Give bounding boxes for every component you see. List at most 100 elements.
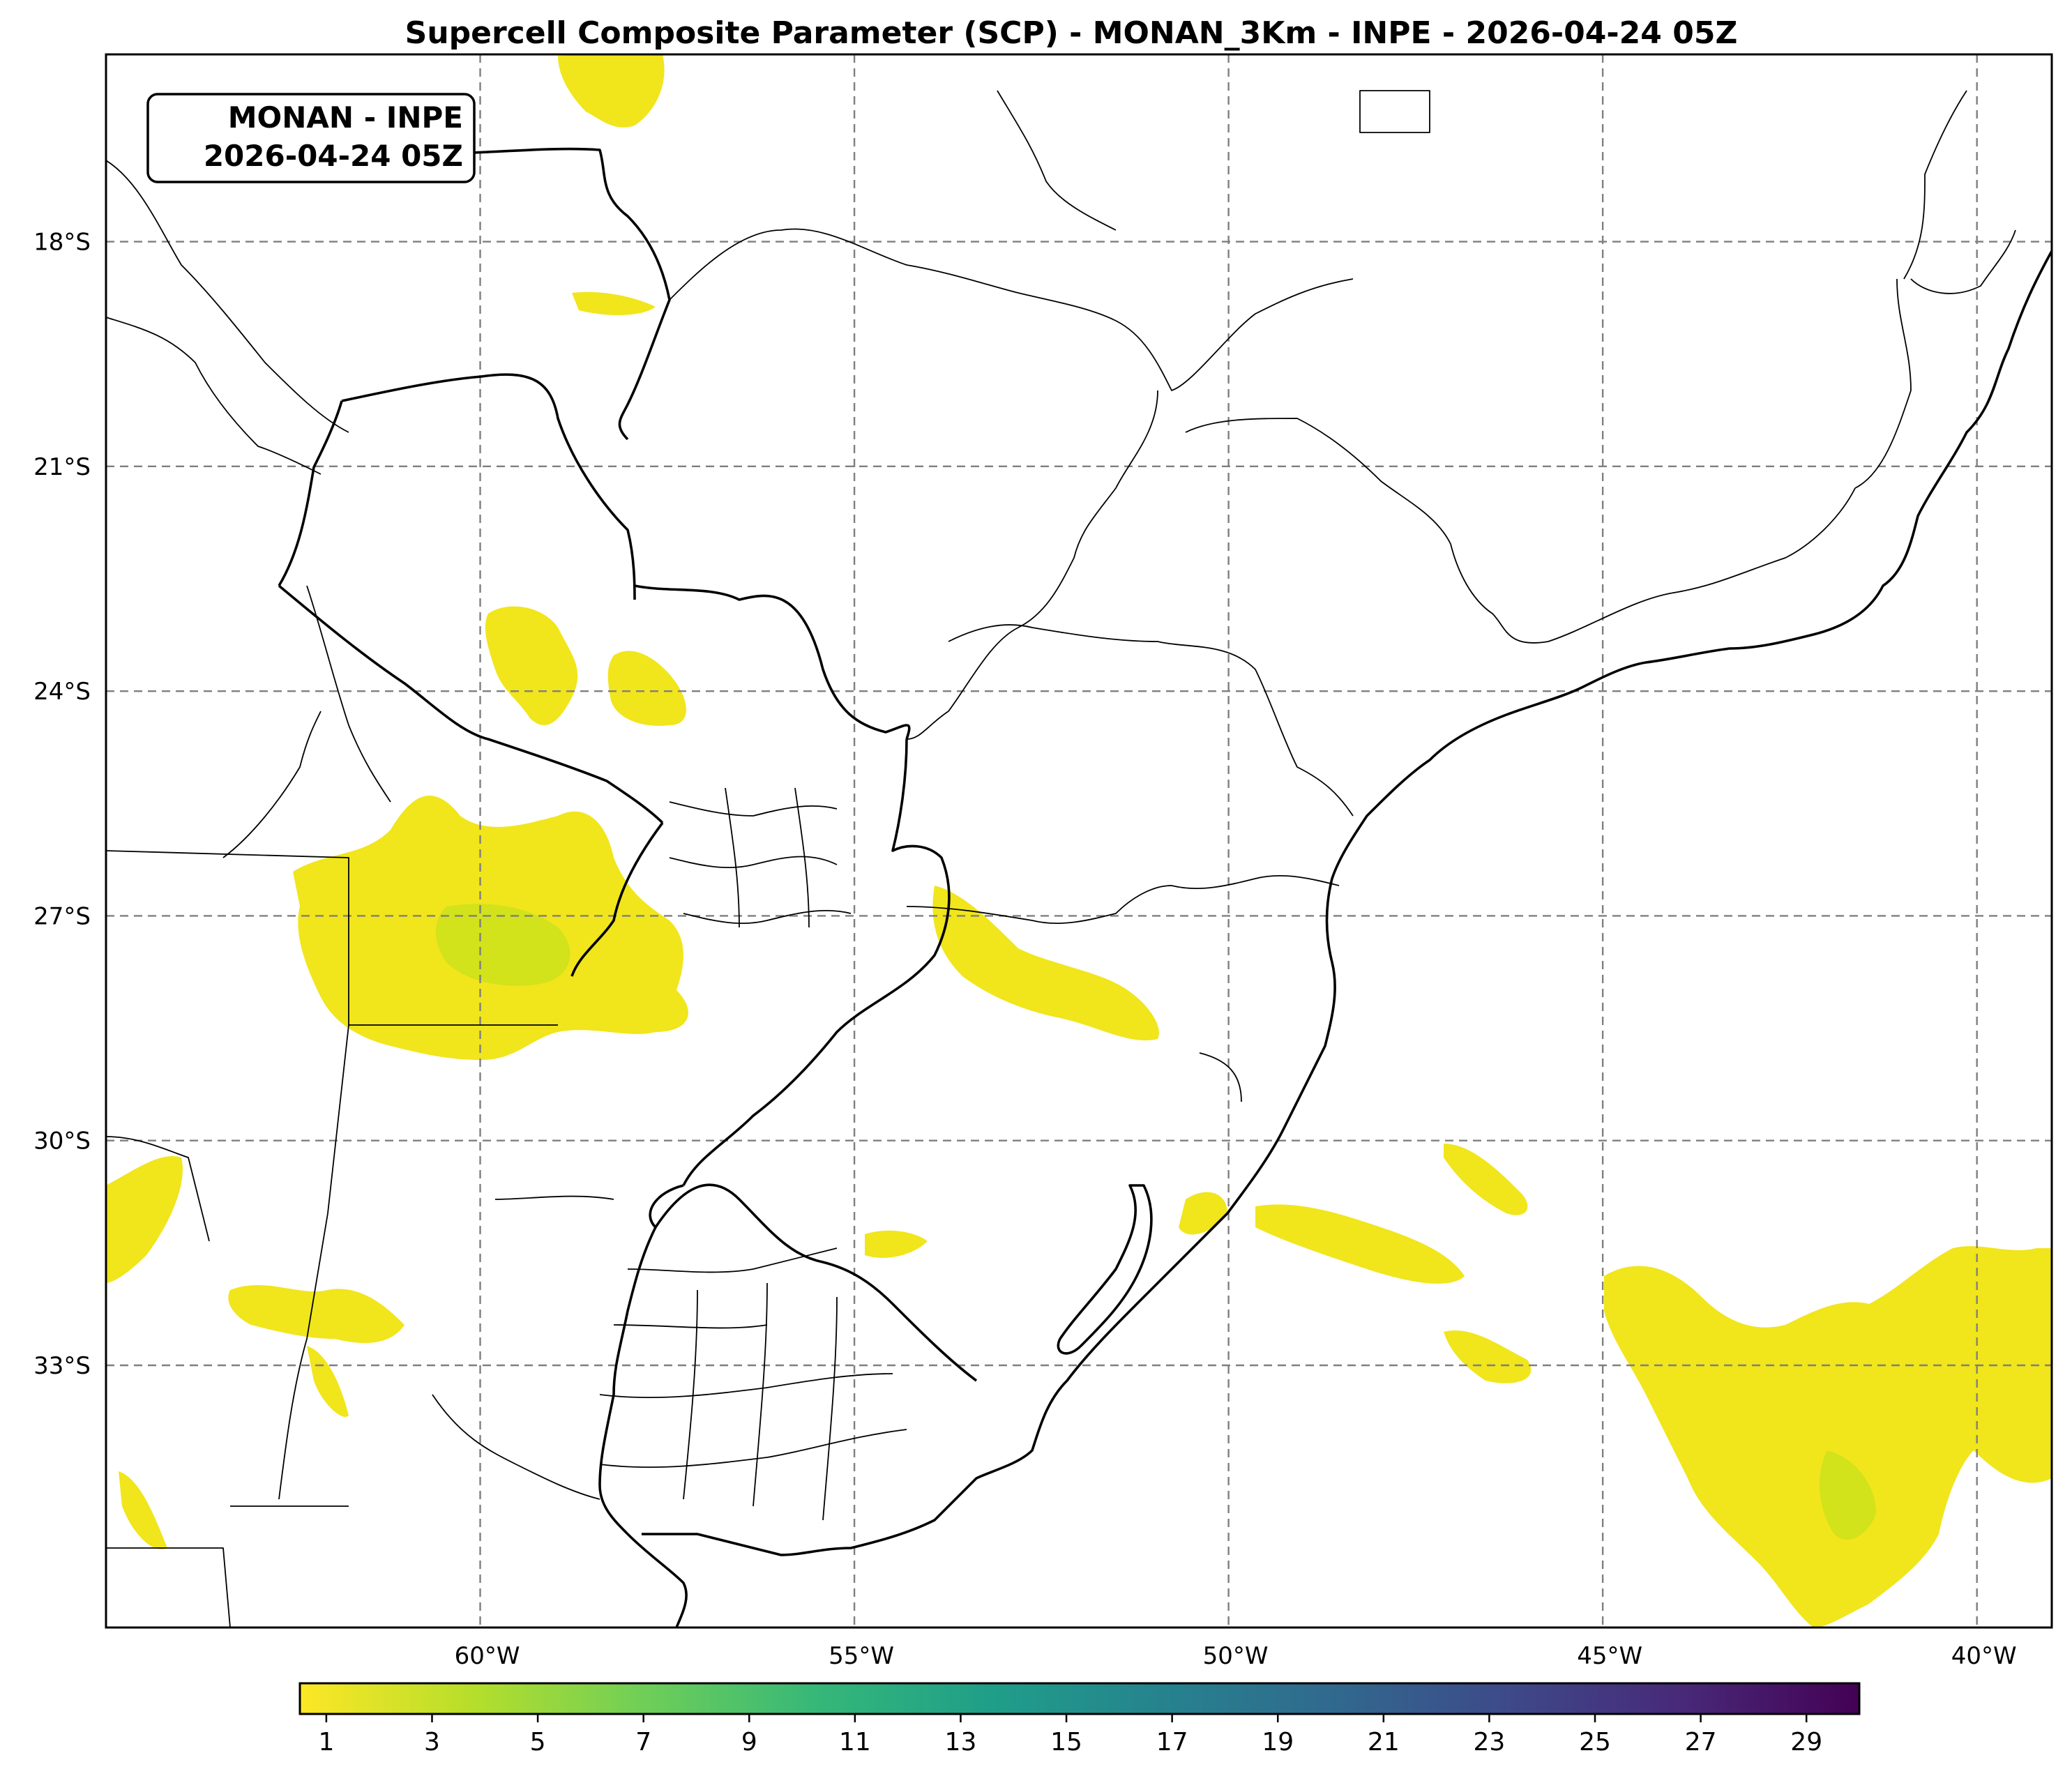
field-blob-cordoba-s: [307, 1346, 349, 1417]
uruguay-argentina-border: [598, 1227, 657, 1535]
colorbar-tick-label: 5: [530, 1728, 546, 1757]
border-line: [106, 317, 322, 475]
border-line: [613, 1324, 768, 1329]
argentina-brazil-border: [682, 738, 951, 1186]
field-blob-cordoba: [228, 1284, 404, 1343]
field-blob-atlantic: [1604, 1246, 2052, 1628]
lat-tick-label: 30°S: [33, 1128, 91, 1155]
border-line: [627, 1247, 838, 1273]
border-line: [1199, 1052, 1242, 1102]
border-line: [669, 856, 838, 868]
atlantic-coastline: [642, 250, 2052, 1556]
border-line: [278, 1024, 349, 1500]
lon-tick-label: 60°W: [455, 1642, 520, 1670]
colorbar-tick-label: 23: [1474, 1728, 1506, 1757]
border-line: [906, 390, 1158, 740]
border-line: [106, 850, 558, 1026]
field-blob-core: [436, 904, 570, 986]
field-blob-rs: [865, 1230, 928, 1258]
colorbar-tick-label: 25: [1579, 1728, 1611, 1757]
field-blob-sea-3: [1444, 1330, 1532, 1383]
state-borders: [106, 90, 2016, 1628]
border-line: [599, 1373, 893, 1399]
argentina-paraguay-border: [278, 584, 664, 824]
colorbar-tick-label: 1: [318, 1728, 334, 1757]
national-borders: [188, 135, 2052, 1628]
border-line: [948, 624, 1354, 817]
border-line: [997, 90, 1117, 231]
field-blob-ms: [607, 651, 686, 726]
field-blob-pampa: [119, 1471, 167, 1549]
rio-de-la-plata-shore: [626, 1533, 688, 1628]
colorbar-tick-label: 21: [1368, 1728, 1400, 1757]
colorbar-tick-label: 13: [945, 1728, 977, 1757]
border-line: [683, 910, 852, 924]
lagoa-dos-patos: [1057, 1184, 1153, 1355]
bolivia-paraguay-border-2: [278, 400, 343, 586]
info-box-line1: MONAN - INPE: [228, 100, 463, 135]
colorbar-tick-label: 3: [424, 1728, 440, 1757]
field-blob-chaco: [485, 606, 578, 725]
border-line: [725, 787, 740, 928]
map-title: Supercell Composite Parameter (SCP) - MO…: [405, 15, 1738, 51]
border-line: [432, 1394, 600, 1500]
border-line: [906, 875, 1340, 924]
lon-tick-label: 55°W: [829, 1642, 894, 1670]
info-box-frame: [146, 93, 476, 183]
border-line: [106, 160, 349, 433]
border-line: [494, 1195, 614, 1200]
border-line: [1910, 229, 2016, 294]
colorbar: 1 3 5 7 9 11 13 15 17 19 21 23 25 27 29: [298, 1682, 1861, 1757]
colorbar-tick-label: 19: [1262, 1728, 1294, 1757]
border-line: [1359, 90, 1430, 133]
colorbar-tick-label: 15: [1050, 1728, 1082, 1757]
border-line: [306, 585, 391, 803]
colorbar-frame: [298, 1682, 1861, 1715]
latitude-labels: 18°S 21°S 24°S 27°S 30°S 33°S: [33, 229, 91, 1380]
lon-tick-label: 50°W: [1203, 1642, 1269, 1670]
border-line: [669, 801, 838, 817]
border-line: [794, 787, 810, 928]
colorbar-tick-label: 17: [1156, 1728, 1188, 1757]
border-line: [1450, 487, 1856, 644]
colorbar-tick-label: 7: [635, 1728, 651, 1757]
lat-tick-label: 24°S: [33, 678, 91, 706]
info-box-line2: 2026-04-24 05Z: [204, 139, 463, 173]
border-line: [753, 1282, 768, 1507]
border-line: [106, 1136, 210, 1242]
lat-tick-label: 27°S: [33, 902, 91, 930]
colorbar-gradient: [300, 1683, 1859, 1714]
border-line: [1185, 418, 1451, 545]
field-blob-west: [106, 1156, 183, 1283]
border-line: [1903, 90, 1967, 280]
colorbar-tick-label: 9: [741, 1728, 757, 1757]
longitude-labels: 60°W 55°W 50°W 45°W 40°W: [455, 1642, 2017, 1670]
scp-field: [106, 54, 2052, 1628]
border-line: [106, 1547, 231, 1628]
colorbar-tick-label: 29: [1790, 1728, 1822, 1757]
paraguay-brazil-border: [634, 584, 911, 740]
brazil-uruguay-border: [649, 1183, 978, 1382]
field-blob-north-2: [572, 291, 656, 315]
lon-tick-label: 45°W: [1577, 1642, 1642, 1670]
map-frame: [105, 53, 2053, 1629]
field-blob-north: [558, 54, 665, 128]
colorbar-ticks: 1 3 5 7 9 11 13 15 17 19 21 23 25 27 29: [318, 1714, 1822, 1757]
bolivia-paraguay-border: [341, 373, 636, 600]
paraguay-argentina-parana: [570, 821, 664, 977]
lat-tick-label: 18°S: [33, 229, 91, 257]
border-line: [599, 1429, 907, 1469]
gridlines: [106, 54, 2052, 1628]
border-line: [1854, 278, 1912, 489]
border-line: [683, 1289, 698, 1500]
lat-tick-label: 21°S: [33, 453, 91, 481]
field-blob-sc: [932, 886, 1159, 1041]
field-blob-atlantic-core: [1820, 1450, 1876, 1540]
colorbar-tick-label: 27: [1685, 1728, 1717, 1757]
info-box: MONAN - INPE 2026-04-24 05Z: [146, 93, 476, 183]
border-line: [222, 711, 322, 858]
field-blob-sea-1: [1255, 1204, 1465, 1284]
lat-tick-label: 33°S: [33, 1352, 91, 1380]
border-line: [822, 1296, 838, 1521]
border-line: [669, 228, 1354, 391]
